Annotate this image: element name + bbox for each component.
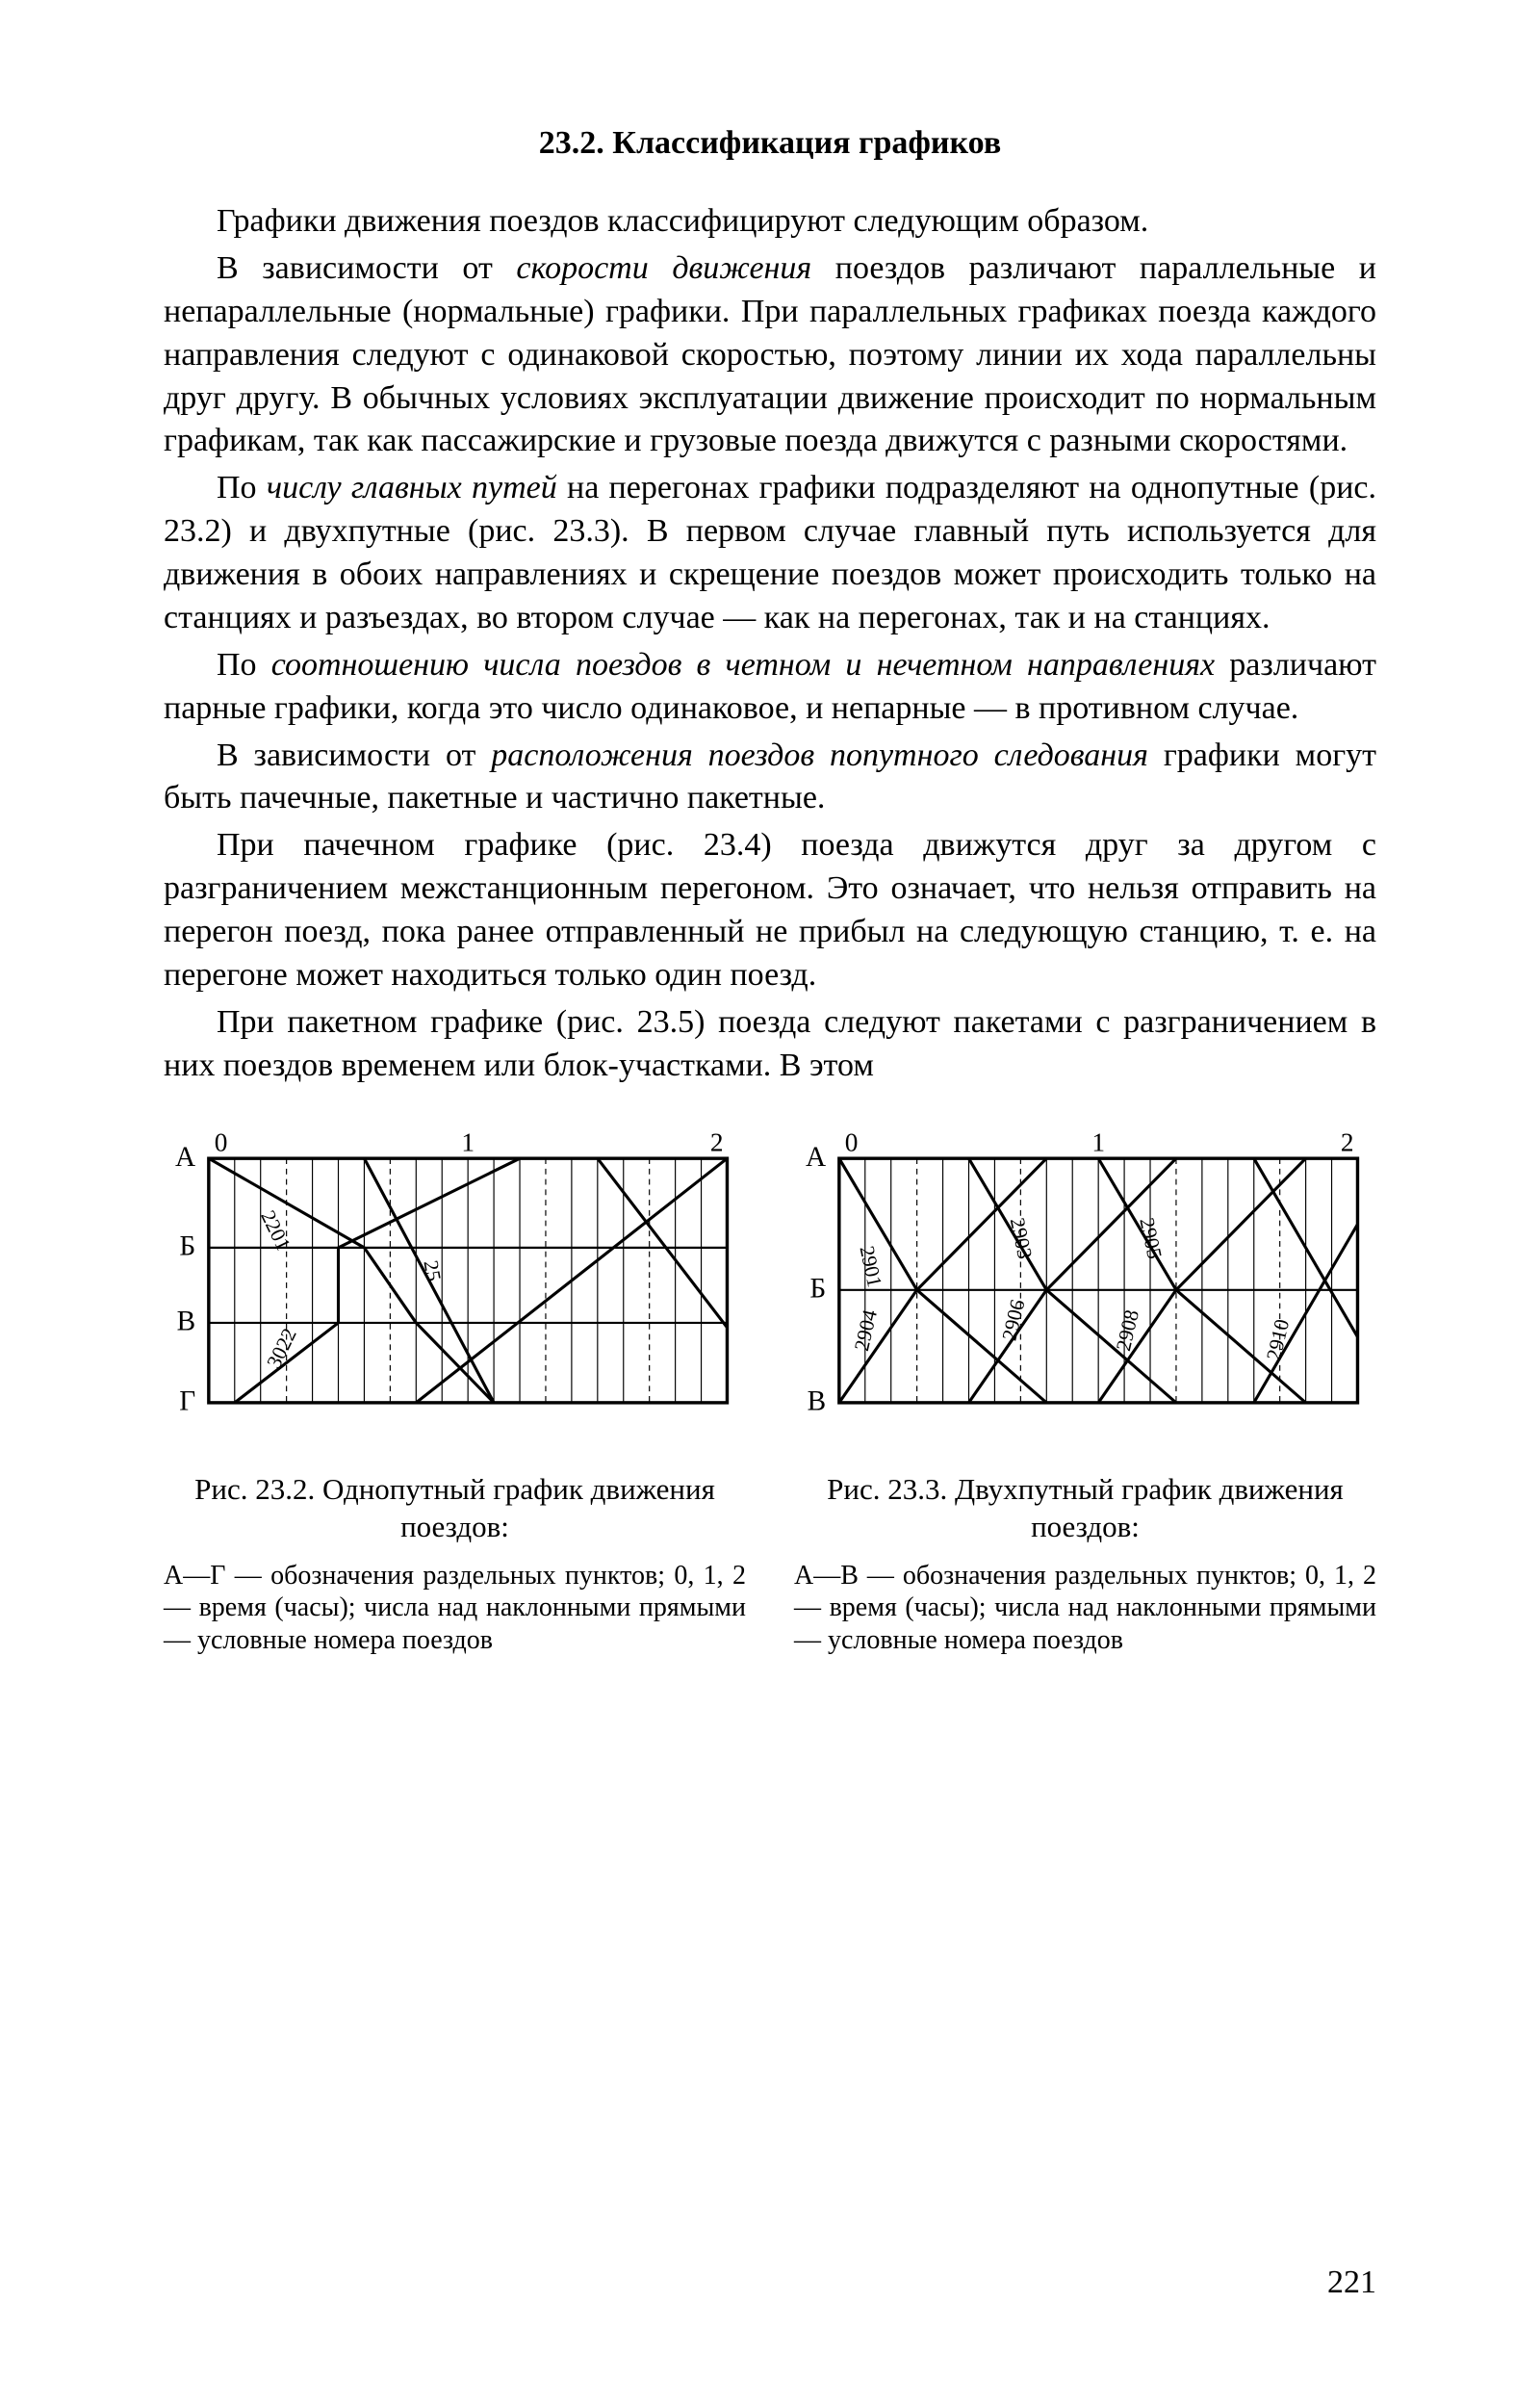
svg-text:3022: 3022 [262, 1324, 300, 1371]
p2-italic: скорости движения [516, 250, 811, 286]
svg-text:Б: Б [179, 1230, 195, 1261]
page: 23.2. Классификация графиков Графики дви… [0, 0, 1540, 2407]
svg-text:2906: 2906 [997, 1297, 1029, 1342]
fig2-caption-main: Рис. 23.3. Двухпутный график движения по… [794, 1471, 1376, 1546]
fig1-caption-main: Рис. 23.2. Однопутный график движения по… [164, 1471, 746, 1546]
p3-text-a: По [217, 470, 267, 505]
figure-23-2: 012АБВГ2201253022 Рис. 23.2. Однопутный … [164, 1126, 746, 1657]
p2-text-a: В зависимости от [217, 250, 516, 286]
svg-text:Г: Г [179, 1385, 195, 1416]
paragraph-4: По соотношению числа поездов в четном и … [164, 644, 1376, 731]
svg-text:1: 1 [1091, 1127, 1105, 1156]
page-number: 221 [1327, 2265, 1376, 2301]
figures-row: 012АБВГ2201253022 Рис. 23.2. Однопутный … [164, 1126, 1376, 1657]
svg-text:2910: 2910 [1262, 1316, 1294, 1361]
svg-text:1: 1 [461, 1127, 475, 1156]
svg-text:2: 2 [710, 1127, 724, 1156]
train-graph-2: 012АБВ2901290329052904290629082910 [794, 1126, 1376, 1446]
paragraph-1: Графики движения поездов классифицируют … [164, 200, 1376, 244]
paragraph-3: По числу главных путей на перегонах граф… [164, 467, 1376, 640]
figure-23-3: 012АБВ2901290329052904290629082910 Рис. … [794, 1126, 1376, 1657]
svg-text:0: 0 [215, 1127, 228, 1156]
p4-italic: соотношению числа поездов в четном и неч… [271, 647, 1215, 683]
paragraph-2: В зависимости от скорости движения поезд… [164, 247, 1376, 463]
svg-text:2905: 2905 [1135, 1215, 1166, 1260]
paragraph-5: В зависимости от расположения поездов по… [164, 735, 1376, 821]
svg-text:2: 2 [1341, 1127, 1354, 1156]
paragraph-6: При пачечном графике (рис. 23.4) поезда … [164, 824, 1376, 997]
svg-text:А: А [175, 1141, 195, 1172]
svg-text:Б: Б [809, 1273, 826, 1304]
p4-text-a: По [217, 647, 271, 683]
svg-text:В: В [177, 1306, 196, 1336]
svg-text:В: В [808, 1385, 827, 1416]
p5-italic: расположения поездов попутного следовани… [491, 738, 1148, 773]
fig1-caption-sub: А—Г — обозначения раздельных пунктов; 0,… [164, 1560, 746, 1657]
fig2-caption-sub: А—В — обозначения раздельных пунктов; 0,… [794, 1560, 1376, 1657]
section-heading: 23.2. Классификация графиков [164, 125, 1376, 162]
train-graph-1: 012АБВГ2201253022 [164, 1126, 746, 1446]
svg-text:2901: 2901 [855, 1243, 886, 1288]
p5-text-a: В зависимости от [217, 738, 491, 773]
svg-text:0: 0 [845, 1127, 859, 1156]
p3-italic: числу главных путей [267, 470, 557, 505]
svg-text:А: А [806, 1141, 826, 1172]
svg-text:25: 25 [419, 1258, 445, 1282]
svg-text:2903: 2903 [1006, 1215, 1037, 1260]
paragraph-7: При пакетном графике (рис. 23.5) поезда … [164, 1001, 1376, 1088]
